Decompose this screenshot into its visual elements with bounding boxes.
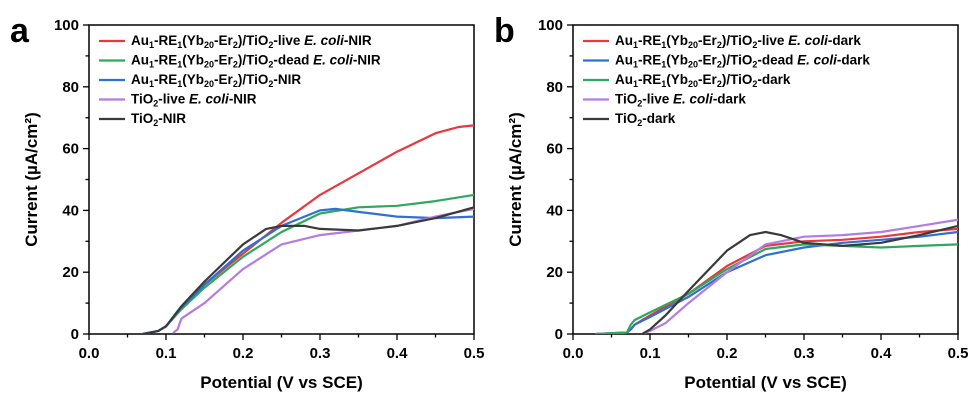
y-tick-label: 60	[546, 141, 563, 158]
y-tick-label: 100	[54, 17, 79, 34]
y-tick-label: 100	[538, 17, 563, 34]
y-tick-label: 0	[71, 326, 79, 343]
legend-entry: TiO2-live E. coli-dark	[615, 92, 746, 109]
panel-a: a 0.0 0.1 0.2 0.3 0.4 0.5 0 20 40 60 80 100 Potential…	[10, 12, 484, 392]
y-tick-label: 0	[555, 326, 563, 343]
y-tick-label: 60	[62, 141, 79, 158]
series-group	[141, 124, 474, 334]
x-tick-label: 0.2	[233, 345, 254, 362]
x-tick-label: 0.1	[156, 345, 177, 362]
x-tick-label: 0.2	[717, 345, 738, 362]
panel-letter: a	[10, 12, 30, 50]
series-line	[641, 218, 958, 334]
x-tick-label: 0.1	[640, 345, 661, 362]
series-line	[141, 206, 474, 334]
legend-entry: Au1-RE1(Yb20-Er2)/TiO2-dead E. coli-dark	[615, 53, 870, 70]
series-group	[594, 218, 958, 334]
x-tick-label: 0.3	[794, 345, 815, 362]
legend-entry: Au1-RE1(Yb20-Er2)/TiO2-dead E. coli-NIR	[131, 53, 381, 70]
y-axis-title: Current (µA/cm²)	[506, 112, 525, 246]
x-tick-label: 0.0	[563, 345, 584, 362]
series-line	[594, 243, 958, 334]
legend-entry: Au1-RE1(Yb20-Er2)/TiO2-live E. coli-NIR	[131, 33, 372, 50]
y-axis-title: Current (µA/cm²)	[22, 112, 41, 246]
y-tick-label: 40	[62, 202, 79, 219]
legend-entry: Au1-RE1(Yb20-Er2)/TiO2-NIR	[131, 72, 301, 89]
series-line	[141, 124, 474, 334]
legend-entry: TiO2-NIR	[131, 111, 186, 128]
y-tick-label: 40	[546, 202, 563, 219]
y-tick-label: 80	[546, 79, 563, 96]
y-tick-label: 20	[546, 264, 563, 281]
legend-entry: TiO2-live E. coli-NIR	[131, 92, 257, 109]
legend: Au1-RE1(Yb20-Er2)/TiO2-live E. coli-NIR A…	[99, 33, 381, 128]
x-tick-label: 0.3	[310, 345, 331, 362]
y-tick-label: 20	[62, 264, 79, 281]
x-tick-label: 0.5	[948, 345, 969, 362]
legend-entry: Au1-RE1(Yb20-Er2)/TiO2-live E. coli-dark	[615, 33, 861, 50]
legend-entry: Au1-RE1(Yb20-Er2)/TiO2-dark	[615, 72, 791, 89]
legend: Au1-RE1(Yb20-Er2)/TiO2-live E. coli-dark…	[583, 33, 870, 128]
x-axis-title: Potential (V vs SCE)	[684, 373, 846, 392]
x-axis-title: Potential (V vs SCE)	[200, 373, 362, 392]
panel-b: b 0.0 0.1 0.2 0.3 0.4 0.5 0 20 40 60 80 100 Potential…	[494, 12, 968, 392]
x-tick-label: 0.0	[79, 345, 100, 362]
series-line	[641, 224, 958, 334]
series-line	[594, 227, 958, 334]
legend-entry: TiO2-dark	[615, 111, 676, 128]
x-tick-label: 0.4	[871, 345, 893, 362]
x-tick-label: 0.5	[464, 345, 485, 362]
panel-letter: b	[494, 12, 515, 50]
x-tick-label: 0.4	[387, 345, 409, 362]
y-tick-label: 80	[62, 79, 79, 96]
